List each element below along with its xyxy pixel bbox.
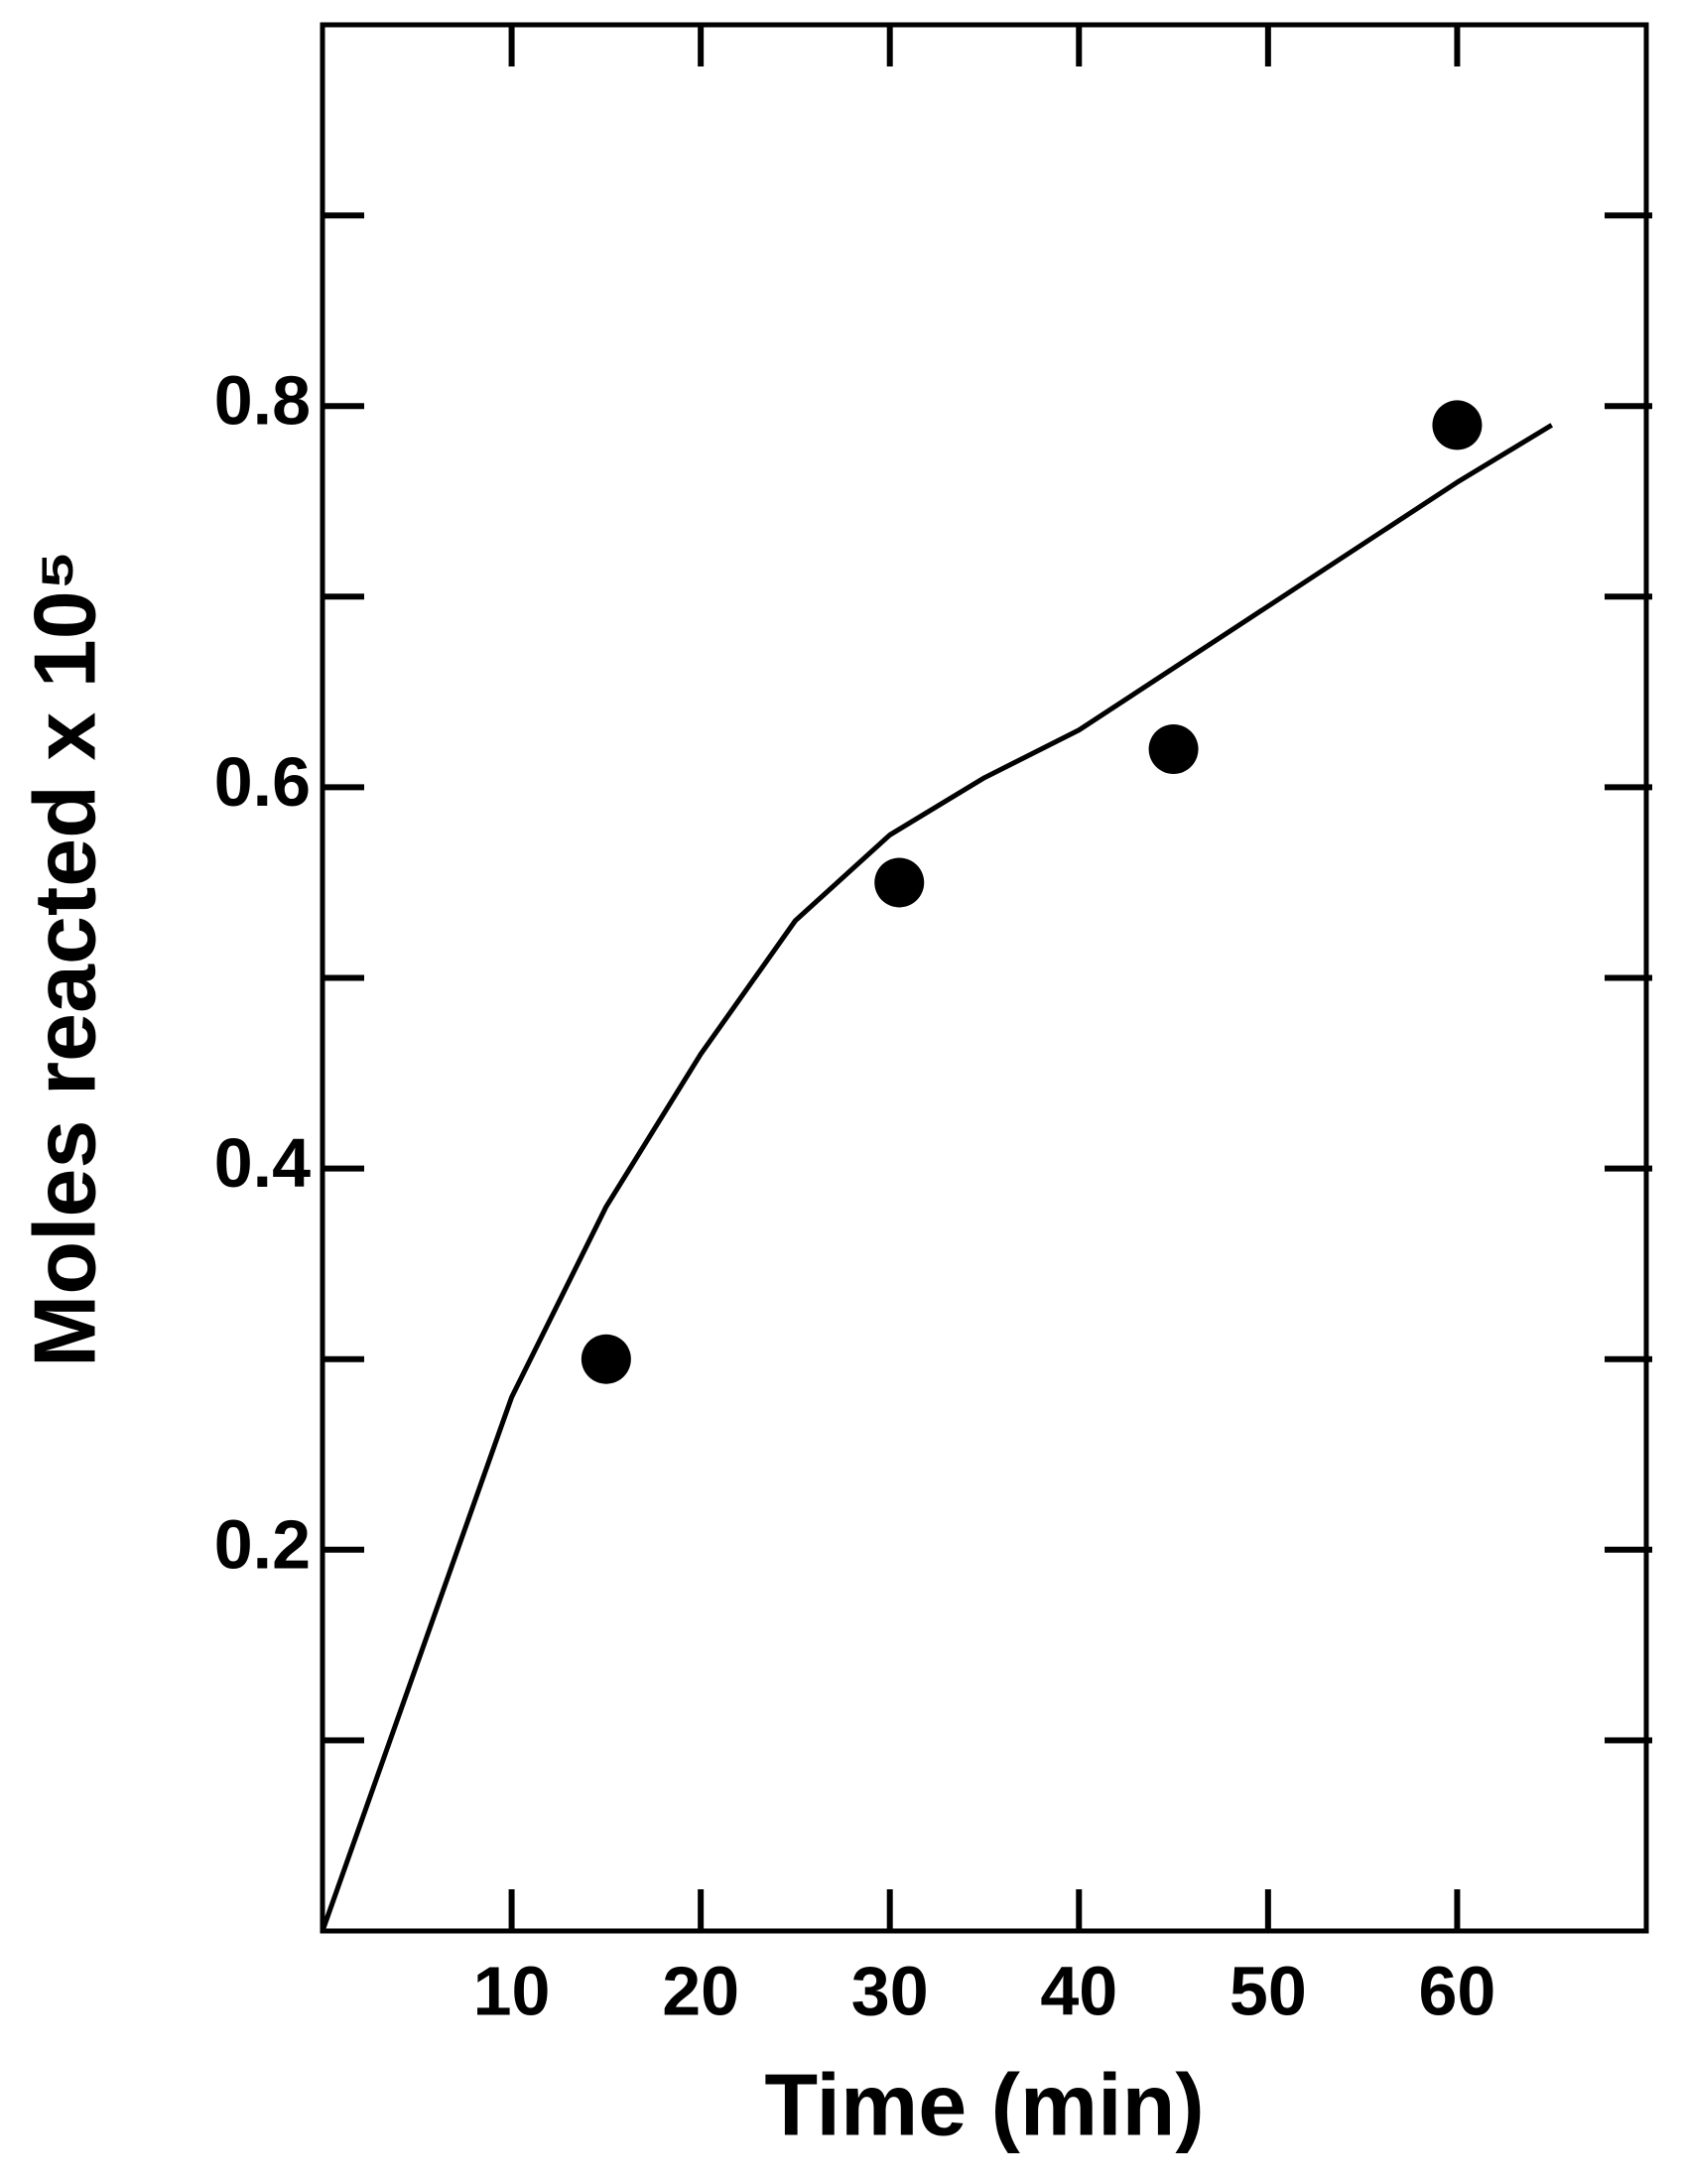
data-point [874,857,925,908]
y-tick-label: 0.6 [214,743,311,821]
y-tick-label: 0.4 [214,1124,311,1202]
x-tick-label: 20 [662,1952,739,2029]
x-tick-label: 10 [473,1952,551,2029]
data-point [1148,723,1199,774]
fit-line [320,423,1554,1932]
x-tick-label: 60 [1418,1952,1495,2029]
y-tick-label: 0.8 [214,362,311,440]
data-point [1432,400,1483,450]
data-point [581,1334,631,1384]
plot-frame [320,22,1649,1934]
x-tick-label: 30 [851,1952,929,2029]
y-tick-label: 0.2 [214,1505,311,1583]
x-tick-label: 50 [1230,1952,1307,2029]
x-tick-label: 40 [1040,1952,1117,2029]
y-axis-title: Moles reacted x 10⁵ [15,550,113,1367]
x-axis-title: Time (min) [764,2055,1204,2153]
